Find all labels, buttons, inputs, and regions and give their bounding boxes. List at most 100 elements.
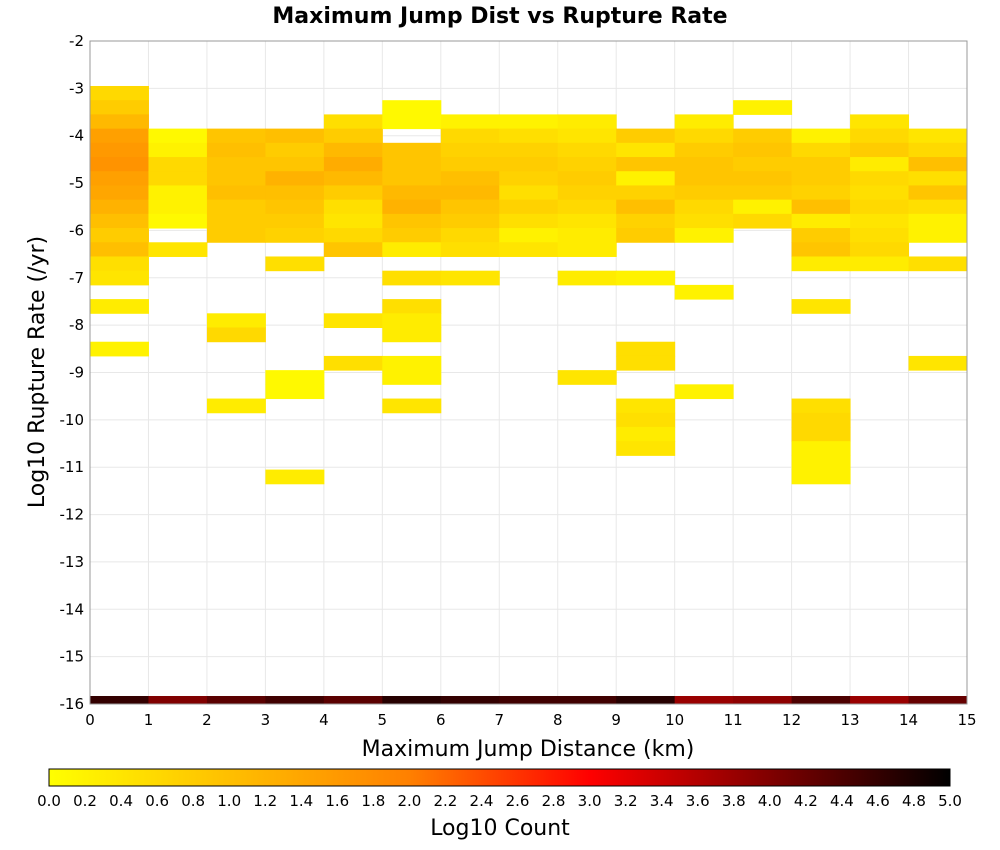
heatmap-cell	[850, 199, 910, 215]
heatmap-cell	[850, 213, 910, 229]
y-tick-label: -10	[60, 411, 85, 429]
heatmap-cell	[440, 242, 500, 257]
heatmap-cell	[850, 228, 910, 243]
heatmap-cell	[206, 398, 266, 414]
x-tick-labels: 0 1 2 3 4 5 6 7 8 9 10 11 12 13 14 15	[85, 711, 976, 729]
x-tick-label: 5	[378, 711, 388, 729]
heatmap-cell	[674, 213, 734, 229]
colorbar-tick-label: 1.2	[253, 792, 277, 810]
heatmap-cell	[616, 157, 676, 172]
heatmap-cell	[850, 185, 910, 201]
heatmap-cell	[90, 128, 149, 144]
heatmap-cell	[382, 327, 442, 343]
heatmap-cell	[265, 157, 325, 172]
y-tick-label: -8	[69, 316, 84, 334]
heatmap-cell	[90, 199, 149, 215]
heatmap-cell	[557, 157, 617, 172]
heatmap-cells	[90, 85, 968, 704]
heatmap-cell	[382, 114, 442, 130]
colorbar-tick-label: 1.8	[361, 792, 385, 810]
heatmap-cell	[733, 199, 793, 215]
heatmap-cell	[499, 142, 559, 158]
heatmap-cell-bottom	[206, 696, 266, 704]
heatmap-cell	[382, 157, 442, 172]
heatmap-cell-bottom	[791, 696, 851, 704]
heatmap-cell	[616, 213, 676, 229]
heatmap-cell	[323, 185, 383, 201]
heatmap-cell	[499, 213, 559, 229]
x-tick-label: 15	[957, 711, 976, 729]
colorbar-tick-labels: 0.0 0.2 0.4 0.6 0.8 1.0 1.2 1.4 1.6 1.8 2.0 2.2 2.4 2…	[37, 792, 962, 810]
heatmap-cell	[674, 142, 734, 158]
y-tick-label: -15	[60, 648, 85, 666]
heatmap-cell	[850, 157, 910, 172]
y-tick-label: -6	[69, 221, 84, 239]
plot-frame	[89, 40, 968, 705]
heatmap-cell	[791, 185, 851, 201]
heatmap-cell	[499, 157, 559, 172]
heatmap-cell	[206, 157, 266, 172]
x-tick-label: 3	[261, 711, 271, 729]
heatmap-cell	[323, 228, 383, 243]
heatmap-cell	[148, 213, 208, 229]
heatmap-cell	[382, 270, 442, 286]
heatmap-cell	[557, 242, 617, 257]
heatmap-cell	[206, 327, 266, 343]
heatmap-cell	[557, 128, 617, 144]
y-tick-label: -4	[69, 127, 84, 145]
heatmap-cell	[265, 171, 325, 186]
heatmap-cell-bottom	[557, 696, 617, 704]
x-tick-label: 2	[202, 711, 212, 729]
heatmap-cell-bottom	[323, 696, 383, 704]
heatmap-cell-bottom	[499, 696, 559, 704]
heatmap-cell	[90, 228, 149, 243]
x-tick-label: 9	[611, 711, 621, 729]
y-tick-label: -12	[60, 506, 85, 524]
x-tick-label: 13	[841, 711, 860, 729]
heatmap-cell	[206, 313, 266, 329]
heatmap-cell	[616, 142, 676, 158]
heatmap-cell-bottom	[616, 696, 676, 704]
x-tick-label: 11	[724, 711, 743, 729]
heatmap-cell	[323, 114, 383, 130]
heatmap-cell	[791, 213, 851, 229]
heatmap-cell	[90, 213, 149, 229]
colorbar-tick-label: 4.6	[866, 792, 890, 810]
heatmap-cell	[791, 426, 851, 442]
heatmap-cell	[733, 185, 793, 201]
heatmap-cell	[382, 228, 442, 243]
y-tick-label: -13	[60, 553, 85, 571]
heatmap-cell	[206, 142, 266, 158]
heatmap-cell	[382, 242, 442, 257]
heatmap-cell	[733, 100, 793, 115]
x-tick-label: 0	[85, 711, 95, 729]
heatmap-cell	[382, 100, 442, 115]
heatmap-cell	[382, 185, 442, 201]
heatmap-cell	[323, 242, 383, 257]
heatmap-cell	[733, 142, 793, 158]
heatmap-cell	[674, 171, 734, 186]
heatmap-cell	[791, 242, 851, 257]
heatmap-cell	[674, 199, 734, 215]
x-axis-label: Maximum Jump Distance (km)	[362, 737, 695, 762]
colorbar-tick-label: 3.2	[614, 792, 638, 810]
heatmap-cell-bottom	[148, 696, 208, 704]
heatmap-cell	[90, 299, 149, 314]
colorbar-tick-label: 5.0	[938, 792, 962, 810]
heatmap-cell	[382, 370, 442, 385]
heatmap-cell	[616, 341, 676, 357]
heatmap-cell	[616, 270, 676, 286]
heatmap-cell-bottom	[850, 696, 910, 704]
heatmap-cell	[674, 128, 734, 144]
heatmap-cell	[733, 157, 793, 172]
heatmap-cell	[206, 128, 266, 144]
colorbar-tick-label: 4.2	[794, 792, 818, 810]
heatmap-cell	[382, 142, 442, 158]
heatmap-cell	[323, 157, 383, 172]
heatmap-cell	[616, 185, 676, 201]
colorbar-tick-label: 3.8	[722, 792, 746, 810]
heatmap-cell	[90, 171, 149, 186]
heatmap-cell-bottom	[440, 696, 500, 704]
heatmap-cell	[791, 228, 851, 243]
heatmap-cell	[265, 228, 325, 243]
